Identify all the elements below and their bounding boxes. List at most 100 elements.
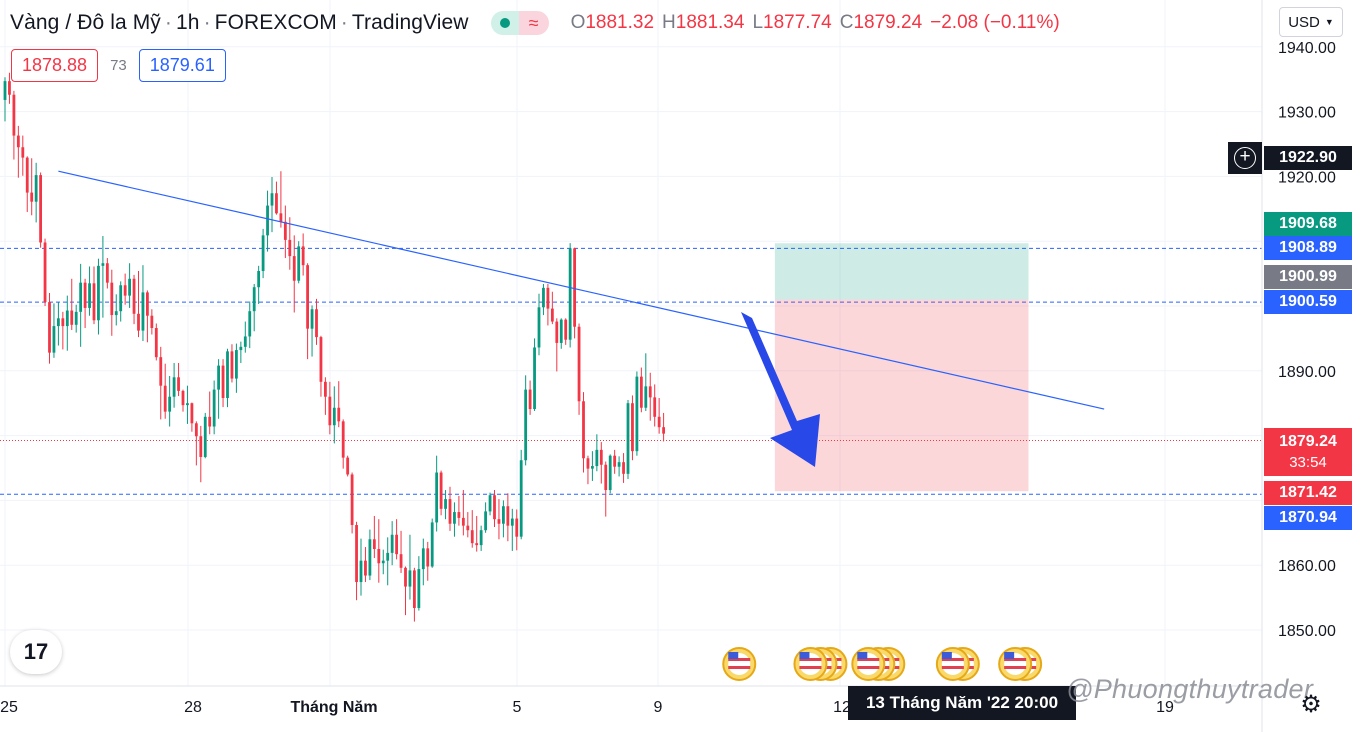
economic-events[interactable]: [722, 647, 1043, 681]
candle-body: [364, 560, 367, 576]
y-tick-label: 1940.00: [1278, 40, 1336, 57]
candle-body: [657, 416, 661, 428]
sell-button[interactable]: 1878.88: [11, 48, 99, 82]
candle-body: [586, 458, 590, 469]
candle-body: [613, 455, 617, 467]
chart-drawings[interactable]: [58, 170, 1105, 467]
candle-body: [48, 302, 51, 353]
price-axis: 1940.00 1930.00 1920.00 1890.00 1860.00 1850.…: [1261, 0, 1362, 732]
symbol-title[interactable]: Vàng / Đô la Mỹ · 1h · FOREXCOM · TradingView: [10, 11, 469, 34]
flag-stripe: [857, 658, 880, 661]
candle-body: [644, 386, 648, 408]
level-tag-1870: 1870.94: [1264, 506, 1352, 530]
candle-body: [408, 570, 412, 587]
us-flag-event-icon[interactable]: [998, 647, 1033, 681]
last-price: 1879.24: [1279, 433, 1337, 450]
author-watermark: @Phuongthuytrader: [1066, 674, 1314, 704]
add-alert-button[interactable]: +: [1228, 142, 1262, 174]
candle-body: [546, 287, 550, 309]
short-position-tool[interactable]: [774, 243, 1029, 492]
candle-body: [79, 282, 83, 312]
candle-body: [444, 499, 447, 509]
candle-body: [235, 350, 238, 379]
candle-body: [453, 512, 456, 524]
buy-button[interactable]: 1879.61: [138, 48, 226, 82]
candle-body: [83, 282, 87, 308]
candle-body: [484, 511, 487, 531]
candle-body: [275, 193, 278, 214]
flag-stripe: [728, 666, 751, 669]
x-tick-label: 19: [1156, 699, 1174, 716]
us-flag-event-icon[interactable]: [935, 647, 970, 681]
candle-body: [582, 401, 585, 459]
flag-stripe: [1004, 658, 1027, 661]
candle-body: [43, 242, 47, 303]
horizontal-levels: [0, 247, 1262, 495]
candle-body: [123, 285, 127, 296]
candle-body: [212, 389, 216, 427]
chart-grid: [0, 0, 1262, 686]
last-price-tag: 1879.24 33:54: [1264, 428, 1352, 476]
candle-body: [70, 310, 74, 325]
candle-body: [648, 386, 652, 398]
flag-stripe: [728, 658, 751, 661]
change-value: −2.08 (−0.11%): [930, 12, 1060, 33]
candle-body: [190, 403, 194, 424]
candle-body: [261, 235, 265, 272]
candle-body: [226, 351, 229, 399]
candle-body: [604, 464, 608, 491]
flag-canton: [857, 652, 868, 659]
flag-stripe: [857, 666, 880, 669]
candle-body: [350, 474, 354, 526]
us-flag-event-icon[interactable]: [851, 647, 886, 681]
candle-body: [266, 205, 269, 236]
level-tag-1908: 1908.89: [1264, 236, 1352, 260]
candle-body: [21, 147, 25, 158]
candle-body: [248, 311, 252, 337]
candle-body: [159, 357, 163, 386]
candle-body: [346, 457, 350, 475]
candle-body: [319, 337, 323, 382]
candle-body: [101, 263, 105, 266]
currency-select[interactable]: USD ▼: [1279, 7, 1343, 37]
flag-canton: [728, 652, 739, 659]
candle-body: [301, 246, 305, 266]
gear-icon[interactable]: ⚙: [1300, 690, 1322, 718]
flag-canton: [1004, 652, 1015, 659]
candle-body: [221, 365, 225, 399]
candle-body: [399, 554, 403, 568]
candle-body: [150, 315, 154, 329]
candle-body: [12, 94, 16, 136]
candle-body: [475, 543, 479, 546]
y-tick-label: 1890.00: [1278, 364, 1336, 381]
candle-body: [413, 570, 416, 608]
candle-body: [577, 326, 581, 402]
candle-body: [114, 311, 118, 316]
candle-body: [177, 377, 180, 391]
entry-price-tag: 1900.99: [1264, 265, 1352, 289]
platform-label: TradingView: [351, 11, 469, 34]
y-tick-label: 1930.00: [1278, 105, 1336, 122]
candle-body: [16, 135, 20, 148]
candle-body: [426, 548, 430, 567]
candle-body: [568, 248, 572, 340]
us-flag-event-icon[interactable]: [793, 647, 828, 681]
candle-body: [172, 377, 176, 397]
candle-body: [591, 466, 594, 469]
x-tick-label: 12: [833, 699, 851, 716]
market-status-pills[interactable]: ≈: [490, 11, 549, 35]
candle-body: [555, 321, 559, 343]
x-tick-label: Tháng Năm: [290, 699, 377, 716]
plus-circle-icon: +: [1234, 147, 1256, 169]
flag-stripe: [941, 658, 964, 661]
tradingview-logo[interactable]: 17: [10, 630, 62, 674]
candle-body: [404, 567, 407, 587]
market-open-icon: [490, 11, 519, 35]
down-arrow-icon: [741, 312, 820, 467]
us-flag-event-icon[interactable]: [722, 647, 757, 681]
candle-body: [515, 518, 519, 537]
candle-body: [181, 390, 185, 406]
flag-stripe: [799, 658, 822, 661]
flag-stripe: [941, 666, 964, 669]
